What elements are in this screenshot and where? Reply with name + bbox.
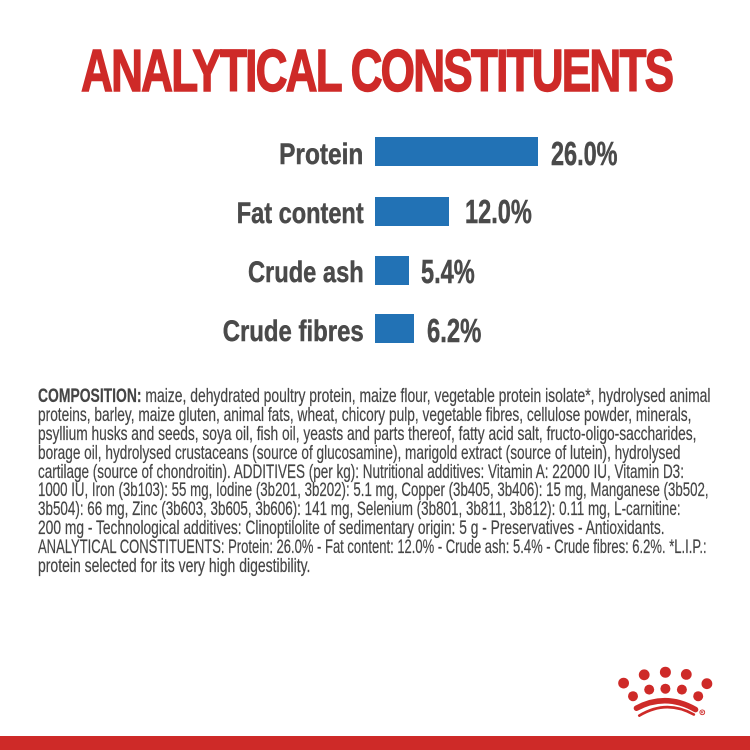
svg-text:R: R [701, 711, 704, 715]
